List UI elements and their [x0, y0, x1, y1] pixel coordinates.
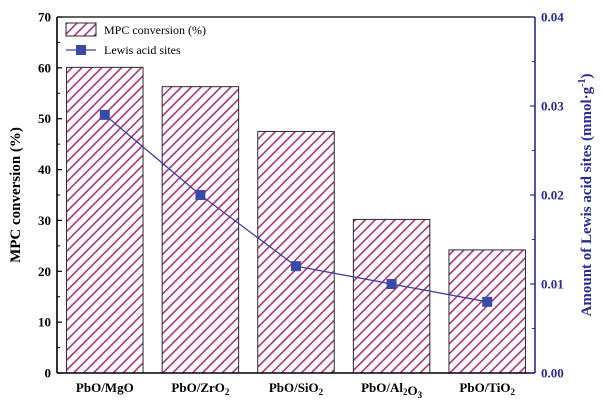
- lewis-point-1: [195, 190, 206, 200]
- category-label-1: PbO/ZrO2: [171, 380, 229, 397]
- left-tick-label-3: 30: [38, 213, 51, 228]
- axes-group: 0 10 20 30 40 50 60 70 0.00 0.01 0.02 0.03 0.04 PbO/M…: [8, 10, 595, 401]
- legend: MPC conversion (%) Lewis acid sites: [65, 22, 206, 57]
- right-tick-label-1: 0.01: [541, 277, 564, 292]
- left-tick-label-1: 10: [38, 315, 51, 330]
- right-tick-label-0: 0.00: [541, 366, 564, 381]
- left-tick-label-0: 0: [45, 366, 52, 381]
- left-tick-label-6: 60: [38, 60, 51, 75]
- right-axis-title: Amount of Lewis acid sites (mmol·g-1): [577, 74, 595, 317]
- left-axis-title: MPC conversion (%): [8, 127, 24, 263]
- bar-4: [448, 249, 526, 374]
- lewis-line-group: [99, 109, 493, 307]
- bars-group: [66, 66, 526, 374]
- bar-3: [352, 218, 431, 374]
- category-label-4: PbO/TiO2: [459, 380, 515, 397]
- left-tick-label-5: 50: [38, 111, 51, 126]
- category-label-2: PbO/SiO2: [269, 380, 324, 397]
- bar-1: [161, 86, 240, 374]
- bar-2: [257, 130, 335, 374]
- legend-line-marker: [76, 45, 86, 55]
- right-tick-label-4: 0.04: [541, 10, 564, 25]
- category-label-3: PbO/Al2O3: [361, 380, 423, 400]
- legend-line-label: Lewis acid sites: [104, 43, 181, 57]
- lewis-point-3: [386, 279, 397, 289]
- category-label-0: PbO/MgO: [76, 380, 134, 395]
- left-tick-label-7: 70: [38, 10, 51, 25]
- right-tick-label-2: 0.02: [541, 188, 564, 203]
- legend-bar-label: MPC conversion (%): [104, 23, 206, 37]
- lewis-point-0: [99, 109, 110, 120]
- legend-bar-swatch: [65, 22, 97, 37]
- left-tick-label-4: 40: [38, 162, 51, 177]
- right-tick-label-3: 0.03: [541, 99, 564, 114]
- lewis-point-4: [482, 296, 493, 307]
- lewis-point-2: [291, 261, 301, 272]
- left-tick-label-2: 20: [38, 264, 51, 279]
